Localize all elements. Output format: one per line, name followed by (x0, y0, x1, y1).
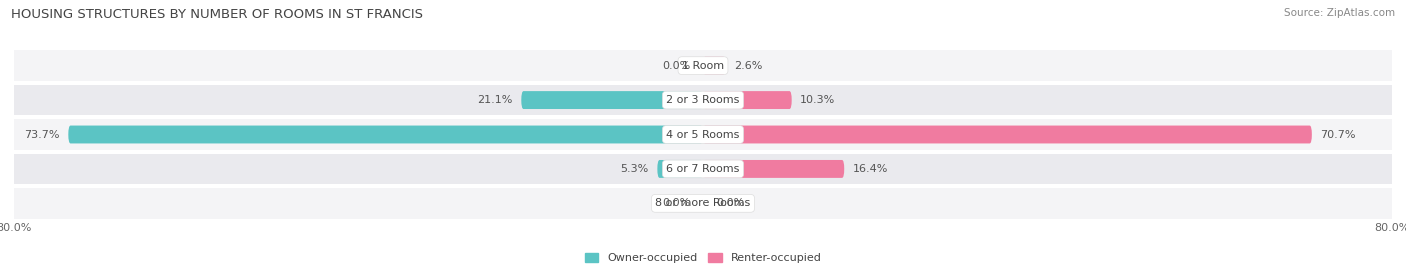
Text: 6 or 7 Rooms: 6 or 7 Rooms (666, 164, 740, 174)
Bar (14, 51, 1392, 81)
Bar (14, 154, 1392, 184)
Text: 0.0%: 0.0% (662, 198, 690, 208)
FancyBboxPatch shape (69, 126, 703, 143)
Text: 2 or 3 Rooms: 2 or 3 Rooms (666, 95, 740, 105)
FancyBboxPatch shape (658, 160, 703, 178)
Text: HOUSING STRUCTURES BY NUMBER OF ROOMS IN ST FRANCIS: HOUSING STRUCTURES BY NUMBER OF ROOMS IN… (11, 8, 423, 21)
Text: 1 Room: 1 Room (682, 61, 724, 71)
Text: 10.3%: 10.3% (800, 95, 835, 105)
FancyBboxPatch shape (703, 126, 1312, 143)
Text: 2.6%: 2.6% (734, 61, 762, 71)
Bar (14, 188, 1392, 218)
Text: 8 or more Rooms: 8 or more Rooms (655, 198, 751, 208)
Text: 21.1%: 21.1% (477, 95, 513, 105)
Text: 73.7%: 73.7% (24, 129, 59, 140)
FancyBboxPatch shape (703, 57, 725, 75)
FancyBboxPatch shape (703, 160, 844, 178)
Legend: Owner-occupied, Renter-occupied: Owner-occupied, Renter-occupied (585, 253, 821, 263)
FancyBboxPatch shape (522, 91, 703, 109)
FancyBboxPatch shape (703, 91, 792, 109)
Text: 0.0%: 0.0% (662, 61, 690, 71)
Text: Source: ZipAtlas.com: Source: ZipAtlas.com (1284, 8, 1395, 18)
Text: 4 or 5 Rooms: 4 or 5 Rooms (666, 129, 740, 140)
Text: 16.4%: 16.4% (853, 164, 889, 174)
Text: 70.7%: 70.7% (1320, 129, 1355, 140)
Bar (14, 85, 1392, 115)
Text: 0.0%: 0.0% (716, 198, 744, 208)
Text: 5.3%: 5.3% (620, 164, 648, 174)
Bar (14, 119, 1392, 150)
